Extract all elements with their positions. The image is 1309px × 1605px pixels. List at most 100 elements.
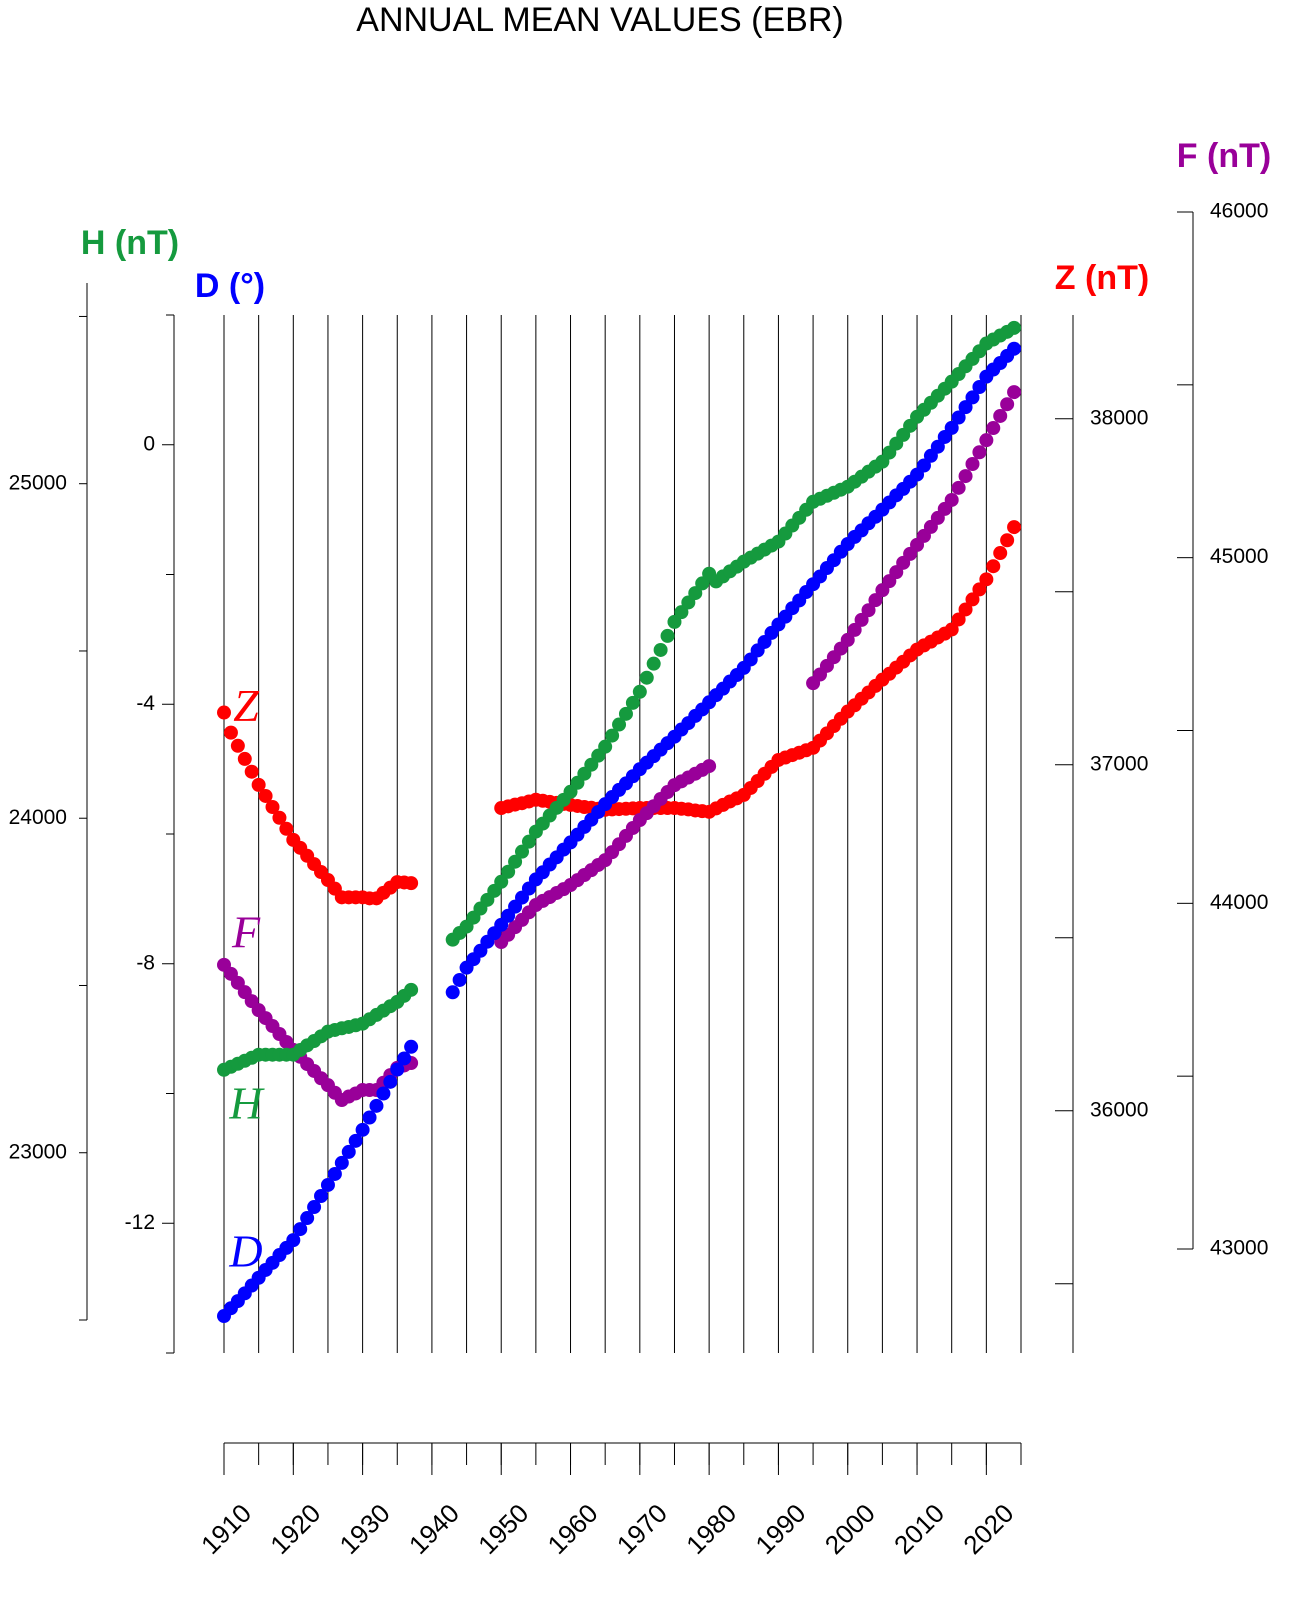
- data-point: [632, 684, 647, 699]
- x-tick-label: 1940: [403, 1498, 465, 1560]
- data-point: [944, 622, 959, 637]
- x-tick-label: 1980: [680, 1498, 742, 1560]
- data-point: [944, 492, 959, 507]
- y-tick-label: 44000: [1210, 891, 1268, 914]
- data-point: [951, 410, 966, 425]
- data-point: [258, 788, 273, 803]
- data-point: [521, 834, 536, 849]
- data-point: [646, 656, 661, 671]
- y-axis-title: D (°): [195, 267, 265, 305]
- data-point: [986, 559, 1001, 574]
- data-point: [653, 642, 668, 657]
- x-tick-label: 1960: [542, 1498, 604, 1560]
- data-point: [1007, 385, 1022, 400]
- y-tick-label: 43000: [1210, 1237, 1268, 1260]
- data-point: [979, 433, 994, 448]
- data-point: [979, 572, 994, 587]
- data-point: [404, 1039, 419, 1054]
- data-point: [445, 985, 460, 1000]
- data-point: [667, 614, 682, 629]
- x-tick-label: 1930: [334, 1498, 396, 1560]
- data-point: [327, 1166, 342, 1181]
- data-point: [501, 864, 516, 879]
- data-point: [397, 1051, 412, 1066]
- data-point: [230, 738, 245, 753]
- data-point: [618, 706, 633, 721]
- data-point: [223, 725, 238, 740]
- data-point: [951, 480, 966, 495]
- x-tick-label: 1990: [749, 1498, 811, 1560]
- series-label: D: [228, 1226, 262, 1277]
- data-point: [625, 695, 640, 710]
- data-point: [300, 1211, 315, 1226]
- data-point: [854, 612, 869, 627]
- y-tick-label: 45000: [1210, 545, 1268, 568]
- data-point: [868, 593, 883, 608]
- data-point: [958, 602, 973, 617]
- data-point: [334, 1155, 349, 1170]
- data-point: [244, 764, 259, 779]
- y-tick-label: 36000: [1090, 1098, 1148, 1121]
- y-tick-label: 24000: [9, 806, 67, 829]
- y-axis-title: H (nT): [81, 224, 179, 262]
- data-point: [494, 874, 509, 889]
- data-point: [993, 408, 1008, 423]
- data-point: [695, 576, 710, 591]
- x-tick-label: 2000: [819, 1498, 881, 1560]
- data-point: [383, 1074, 398, 1089]
- data-point: [265, 800, 280, 815]
- data-point: [320, 1177, 335, 1192]
- data-point: [986, 421, 1001, 436]
- data-point: [1007, 520, 1022, 535]
- data-point: [958, 469, 973, 484]
- data-point: [993, 546, 1008, 561]
- y-tick-label: 23000: [9, 1140, 67, 1163]
- data-point: [958, 400, 973, 415]
- data-point: [355, 1122, 370, 1137]
- data-point: [508, 854, 523, 869]
- data-point: [1007, 320, 1022, 335]
- data-point: [660, 628, 675, 643]
- data-point: [404, 876, 419, 891]
- y-tick-label: 46000: [1210, 200, 1268, 223]
- data-point: [217, 705, 231, 720]
- data-point: [272, 810, 287, 825]
- data-point: [307, 1200, 322, 1215]
- x-tick-label: 2020: [957, 1498, 1019, 1560]
- data-point: [251, 777, 266, 792]
- data-point: [515, 844, 530, 859]
- y-tick-label: 37000: [1090, 752, 1148, 775]
- data-point: [314, 1189, 329, 1204]
- data-point: [688, 586, 703, 601]
- data-point: [605, 728, 620, 743]
- data-point: [965, 390, 980, 405]
- data-point: [840, 632, 855, 647]
- data-point: [930, 439, 945, 454]
- data-point: [965, 592, 980, 607]
- chart-title: ANNUAL MEAN VALUES (EBR): [356, 1, 843, 39]
- data-point: [362, 1110, 377, 1125]
- data-point: [598, 739, 613, 754]
- data-point: [847, 622, 862, 637]
- x-tick-label: 2010: [888, 1498, 950, 1560]
- x-tick-label: 1950: [472, 1498, 534, 1560]
- data-point: [348, 1133, 363, 1148]
- data-point: [674, 605, 689, 620]
- x-tick-label: 1920: [264, 1498, 326, 1560]
- y-axis-title: Z (nT): [1055, 259, 1149, 297]
- y-tick-label: 0: [143, 432, 155, 455]
- data-point: [965, 456, 980, 471]
- data-point: [972, 582, 987, 597]
- data-point: [916, 458, 931, 473]
- y-axis-title: F (nT): [1177, 137, 1271, 175]
- y-tick-label: -4: [136, 692, 155, 715]
- data-point: [639, 670, 654, 685]
- data-point: [972, 380, 987, 395]
- data-point: [279, 821, 294, 836]
- y-tick-label: 25000: [9, 471, 67, 494]
- data-point: [369, 1098, 384, 1113]
- data-point: [341, 1144, 356, 1159]
- data-point: [702, 759, 717, 774]
- data-point: [861, 603, 876, 618]
